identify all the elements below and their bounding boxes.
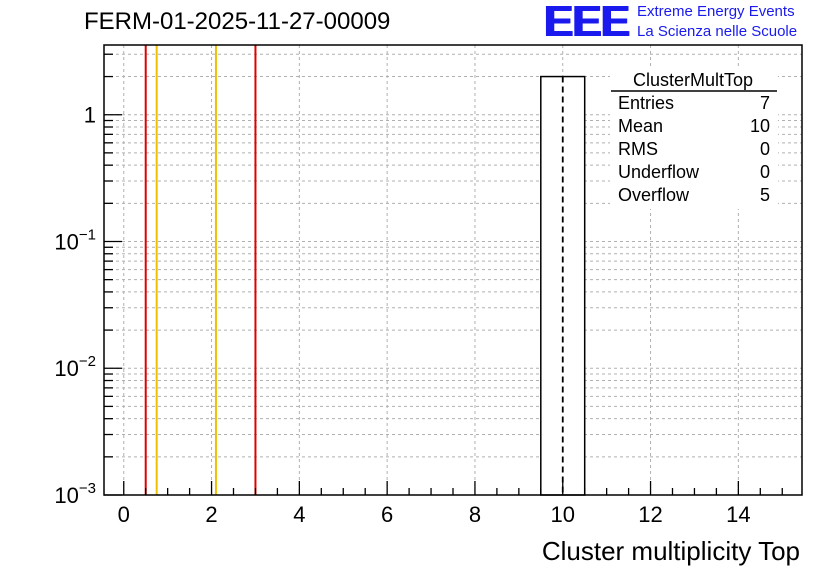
histogram-bars <box>540 75 586 496</box>
x-tick-label: 0 <box>118 502 130 527</box>
reference-lines <box>144 45 257 495</box>
stats-label: Mean <box>618 116 663 136</box>
stats-box: ClusterMultTop Entries 7 Mean 10 RMS 0 Underflo… <box>610 69 778 209</box>
eee-logo: EEE <box>544 0 630 46</box>
x-tick-label: 12 <box>638 502 662 527</box>
logo-subtitle-1: Extreme Energy Events <box>637 3 795 20</box>
x-tick-label: 14 <box>726 502 750 527</box>
x-tick-label: 2 <box>205 502 217 527</box>
stats-value: 0 <box>760 139 770 159</box>
stats-background <box>610 69 778 209</box>
stats-title: ClusterMultTop <box>633 70 753 90</box>
tick-labels: 0 2 4 6 8 10 12 14 10−3 10−2 10−1 1 <box>54 103 750 527</box>
page-title: FERM-01-2025-11-27-00009 <box>84 8 391 35</box>
stats-label: Entries <box>618 93 674 113</box>
y-tick-label: 10−3 <box>54 480 96 508</box>
stats-value: 7 <box>760 93 770 113</box>
x-tick-label: 6 <box>381 502 393 527</box>
stats-value: 0 <box>760 162 770 182</box>
stats-label: RMS <box>618 139 658 159</box>
stats-value: 10 <box>750 116 770 136</box>
y-tick-label: 10−1 <box>54 226 96 254</box>
stats-label: Overflow <box>618 185 690 205</box>
y-tick-label: 1 <box>84 103 96 128</box>
x-tick-label: 8 <box>469 502 481 527</box>
stats-label: Underflow <box>618 162 700 182</box>
y-tick-label: 10−2 <box>54 353 96 381</box>
axis-ticks <box>104 53 783 496</box>
stats-value: 5 <box>760 185 770 205</box>
histogram-bar <box>540 75 586 496</box>
x-tick-label: 10 <box>551 502 575 527</box>
x-tick-label: 4 <box>293 502 305 527</box>
logo-subtitle-2: La Scienza nelle Scuole <box>637 23 798 40</box>
x-axis-label: Cluster multiplicity Top <box>542 536 800 566</box>
